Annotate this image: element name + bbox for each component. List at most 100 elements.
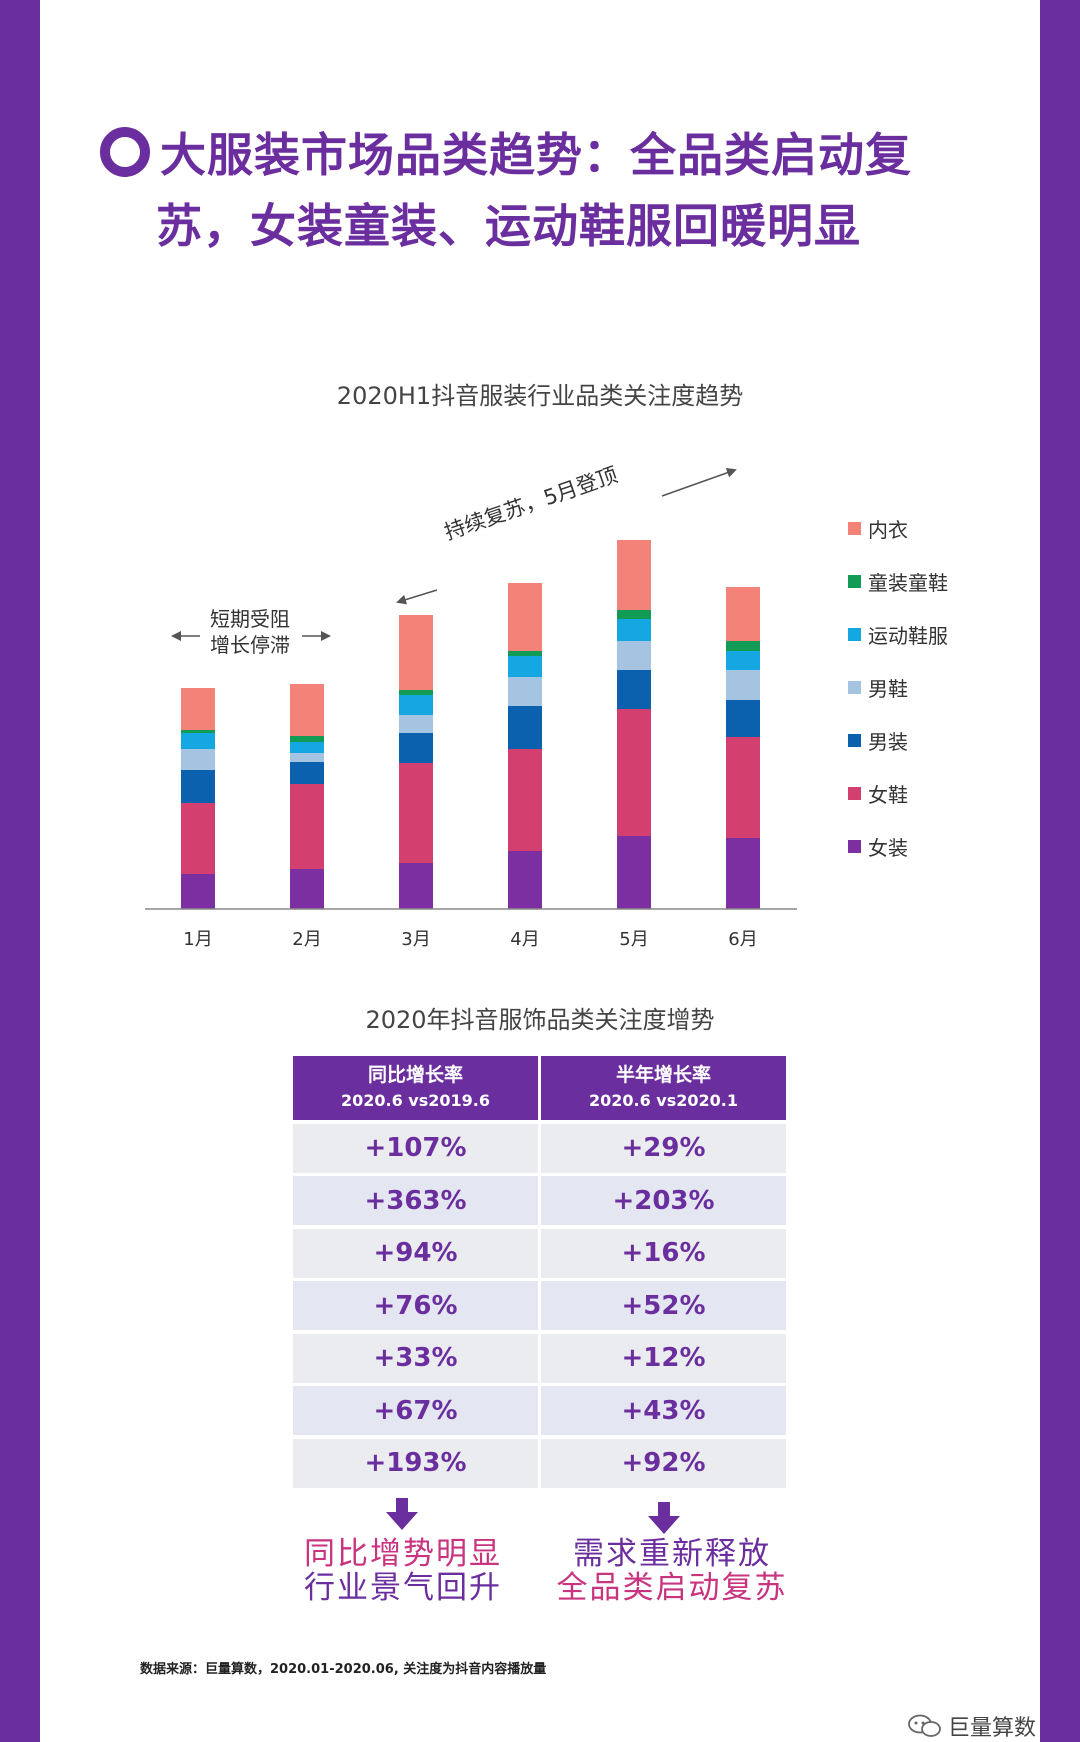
table-row: +107% +29% xyxy=(293,1123,786,1173)
legend-item: 男装 xyxy=(848,725,908,755)
halfyear-value: +16% xyxy=(541,1228,786,1278)
bar-segment xyxy=(290,753,324,762)
bar-segment xyxy=(181,730,215,733)
table-header: 同比增长率 2020.6 vs2019.6 半年增长率 2020.6 vs202… xyxy=(293,1056,786,1120)
yoy-value: +94% xyxy=(293,1228,538,1278)
x-tick-label: 6月 xyxy=(728,929,757,950)
bar-segment xyxy=(726,670,760,700)
yoy-value: +107% xyxy=(293,1123,538,1173)
bar-segment xyxy=(726,651,760,670)
right-annotation-arrow-start xyxy=(396,589,438,605)
conclusion-left-line2: 行业景气回升 xyxy=(304,1570,502,1606)
bar-segment xyxy=(726,737,760,838)
halfyear-value: +29% xyxy=(541,1123,786,1173)
bar-segment xyxy=(290,869,324,909)
table-row: +193% +92% xyxy=(293,1438,786,1488)
table-row: +67% +43% xyxy=(293,1386,786,1435)
legend-swatch xyxy=(848,839,861,853)
header-yoy-title: 同比增长率 xyxy=(367,1064,463,1086)
header-yoy-period: 2020.6 vs2019.6 xyxy=(340,1091,490,1110)
yoy-value: +363% xyxy=(293,1176,538,1225)
conclusion-right-line2: 全品类启动复苏 xyxy=(556,1570,788,1606)
legend-label: 童装童鞋 xyxy=(868,570,948,595)
x-tick-label: 1月 xyxy=(183,929,212,950)
table-row: +94% +16% xyxy=(293,1228,786,1278)
legend-swatch xyxy=(848,733,861,747)
table-row: +363% +203% xyxy=(293,1176,786,1225)
x-tick-label: 2月 xyxy=(292,929,321,950)
bar-segment xyxy=(181,733,215,749)
header-divider xyxy=(538,1056,541,1120)
page-title-line2: 苏，女装童装、运动鞋服回暖明显 xyxy=(156,199,861,253)
legend-item: 女装 xyxy=(848,831,908,861)
table-title: 2020年抖音服饰品类关注度增势 xyxy=(365,1006,715,1034)
legend-label: 女鞋 xyxy=(868,782,908,807)
bar-segment xyxy=(617,709,651,836)
annotation-stalled: 短期受阻 增长停滞 xyxy=(200,606,300,658)
legend-label: 女装 xyxy=(868,835,908,860)
growth-table: 同比增长率 2020.6 vs2019.6 半年增长率 2020.6 vs202… xyxy=(293,1056,786,1488)
stacked-bar-chart: 1月 2月 3月 4月 5月 6月 xyxy=(145,467,797,950)
bar-segment xyxy=(399,763,433,863)
bar-segment xyxy=(617,670,651,709)
bar-segment xyxy=(726,838,760,909)
legend-item: 男鞋 xyxy=(848,672,908,702)
legend-label: 男装 xyxy=(868,729,908,754)
bar-segment xyxy=(290,684,324,736)
chart-title: 2020H1抖音服装行业品类关注度趋势 xyxy=(336,382,744,410)
bar-segment xyxy=(399,733,433,763)
bar-segment xyxy=(617,610,651,619)
bar-segment xyxy=(726,587,760,641)
yoy-value: +193% xyxy=(293,1438,538,1488)
annotation-stalled-line1: 短期受阻 xyxy=(210,607,290,631)
right-border-bar xyxy=(1040,0,1080,1742)
down-arrow-icon xyxy=(648,1502,680,1534)
x-tick-label: 5月 xyxy=(619,929,648,950)
yoy-value: +76% xyxy=(293,1281,538,1330)
bar-segment xyxy=(399,695,433,715)
header-halfyear-title: 半年增长率 xyxy=(615,1064,711,1086)
bar-segment xyxy=(508,583,542,651)
annotation-stalled-line2: 增长停滞 xyxy=(210,633,290,657)
bar-segment xyxy=(399,690,433,695)
bar-segment xyxy=(726,641,760,651)
legend-swatch xyxy=(848,521,861,535)
legend-item: 童装童鞋 xyxy=(848,566,948,596)
yoy-value: +33% xyxy=(293,1333,538,1383)
legend-item: 女鞋 xyxy=(848,778,908,808)
bar-segment xyxy=(617,836,651,909)
bar-segment xyxy=(508,851,542,909)
halfyear-value: +12% xyxy=(541,1333,786,1383)
bar-segment xyxy=(726,700,760,737)
bar-segment xyxy=(181,688,215,730)
legend-item: 运动鞋服 xyxy=(848,619,948,649)
bar-segment xyxy=(508,677,542,706)
legend-swatch xyxy=(848,680,861,694)
bar-segment xyxy=(508,749,542,851)
conclusion-left: 同比增势明显 行业景气回升 xyxy=(253,1537,553,1605)
page-title-line1: 大服装市场品类趋势：全品类启动复 xyxy=(160,128,912,182)
halfyear-value: +52% xyxy=(541,1281,786,1330)
legend-item: 内衣 xyxy=(848,513,908,543)
x-tick-label: 3月 xyxy=(401,929,430,950)
header-halfyear-period: 2020.6 vs2020.1 xyxy=(588,1091,738,1110)
bar-segment xyxy=(508,656,542,677)
table-row: +33% +12% xyxy=(293,1333,786,1383)
bar-segment xyxy=(399,615,433,690)
header-yoy: 同比增长率 2020.6 vs2019.6 xyxy=(293,1056,538,1120)
halfyear-value: +92% xyxy=(541,1438,786,1488)
halfyear-value: +43% xyxy=(541,1386,786,1435)
halfyear-value: +203% xyxy=(541,1176,786,1225)
down-arrow-icon xyxy=(386,1498,418,1530)
legend-swatch xyxy=(848,627,861,641)
bar-segment xyxy=(181,770,215,803)
bar-segment xyxy=(290,742,324,753)
legend-label: 内衣 xyxy=(868,517,908,542)
bar-segment xyxy=(290,784,324,869)
bar-segment xyxy=(399,863,433,909)
bar-segment xyxy=(617,619,651,641)
legend-label: 运动鞋服 xyxy=(868,623,948,648)
bar-segment xyxy=(181,874,215,909)
conclusion-right: 需求重新释放 全品类启动复苏 xyxy=(522,1537,822,1605)
right-annotation-arrow-end xyxy=(661,467,737,497)
